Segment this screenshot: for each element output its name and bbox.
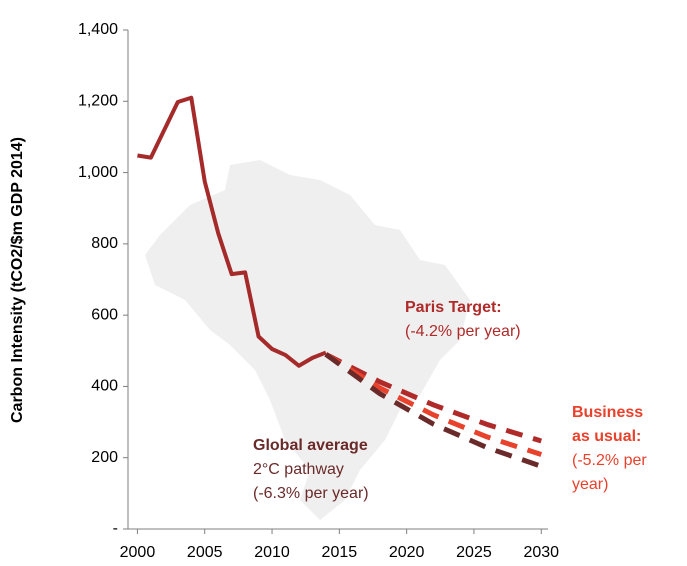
x-tick-label: 2010 <box>254 544 290 561</box>
annotation: 2°C pathway <box>253 461 344 478</box>
x-tick-label: 2020 <box>389 544 425 561</box>
x-tick-label: 2005 <box>187 544 223 561</box>
y-axis-label: Carbon Intensity (tCO2/$m GDP 2014) <box>9 137 26 423</box>
annotation: (-5.2% per <box>572 452 647 469</box>
y-tick-label: 1,000 <box>78 164 118 181</box>
annotation: Global average <box>253 437 368 454</box>
x-tick-label: 2000 <box>120 544 156 561</box>
series-line <box>324 352 543 469</box>
series-line <box>137 95 327 368</box>
x-tick-label: 2025 <box>456 544 492 561</box>
series-line <box>324 352 543 457</box>
y-tick-label: 800 <box>91 235 118 252</box>
annotation: year) <box>572 476 608 493</box>
annotation: (-6.3% per year) <box>253 485 369 502</box>
annotation: Paris Target: <box>405 299 502 316</box>
x-tick-label: 2015 <box>322 544 358 561</box>
y-tick-label: 600 <box>91 306 118 323</box>
annotation: Business <box>572 404 643 421</box>
annotation: as usual: <box>572 428 641 445</box>
y-tick-label: 1,400 <box>78 21 118 38</box>
y-tick-label: 400 <box>91 378 118 395</box>
annotation: (-4.2% per year) <box>405 323 521 340</box>
y-tick-label: - <box>113 520 118 537</box>
y-tick-label: 200 <box>91 449 118 466</box>
x-tick-label: 2030 <box>523 544 559 561</box>
brazil-map <box>145 160 470 520</box>
series-line <box>324 352 542 444</box>
y-tick-label: 1,200 <box>78 93 118 110</box>
